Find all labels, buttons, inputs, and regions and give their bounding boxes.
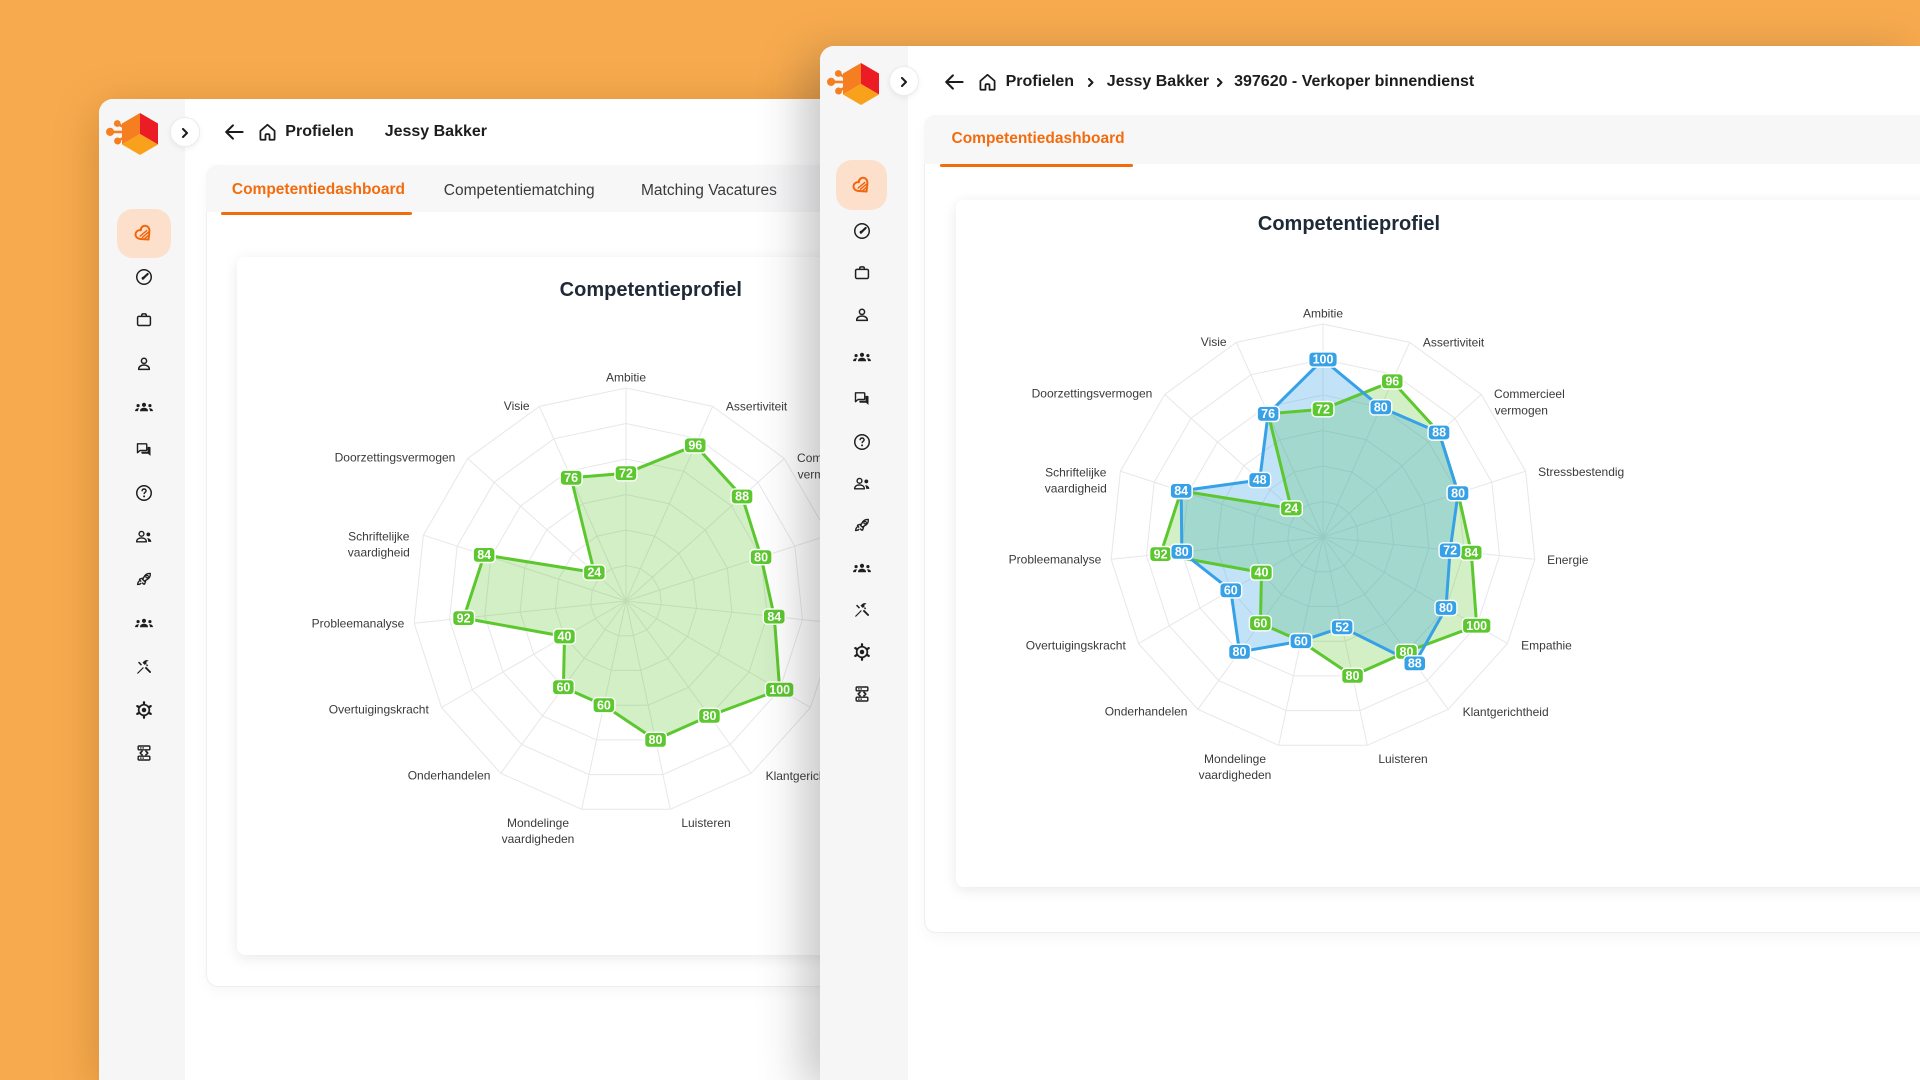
svg-text:92: 92 bbox=[457, 611, 471, 625]
svg-text:vaardigheden: vaardigheden bbox=[502, 832, 575, 846]
svg-text:Overtuigingskracht: Overtuigingskracht bbox=[329, 702, 430, 716]
svg-text:80: 80 bbox=[1233, 645, 1247, 659]
svg-text:60: 60 bbox=[1224, 584, 1238, 598]
svg-text:Ambitie: Ambitie bbox=[1303, 306, 1343, 320]
svg-text:Visie: Visie bbox=[504, 399, 530, 413]
svg-text:Onderhandelen: Onderhandelen bbox=[1105, 705, 1188, 719]
svg-text:100: 100 bbox=[1313, 353, 1334, 367]
svg-text:96: 96 bbox=[1385, 375, 1399, 389]
svg-text:72: 72 bbox=[1316, 402, 1330, 416]
svg-text:Visie: Visie bbox=[1201, 335, 1227, 349]
svg-text:vermogen: vermogen bbox=[1495, 403, 1548, 417]
svg-text:Klantgerichtheid: Klantgerichtheid bbox=[1463, 705, 1549, 719]
svg-text:72: 72 bbox=[1443, 544, 1457, 558]
svg-text:80: 80 bbox=[703, 709, 717, 723]
svg-text:84: 84 bbox=[1464, 546, 1478, 560]
svg-text:24: 24 bbox=[1284, 502, 1298, 516]
svg-text:Assertiviteit: Assertiviteit bbox=[1423, 335, 1485, 349]
svg-text:Schriftelijke: Schriftelijke bbox=[348, 529, 410, 543]
svg-text:Energie: Energie bbox=[1547, 553, 1589, 567]
svg-text:Overtuigingskracht: Overtuigingskracht bbox=[1026, 638, 1127, 652]
svg-text:88: 88 bbox=[735, 490, 749, 504]
svg-text:88: 88 bbox=[1408, 657, 1422, 671]
svg-text:60: 60 bbox=[1253, 616, 1267, 630]
svg-text:80: 80 bbox=[1175, 545, 1189, 559]
svg-text:48: 48 bbox=[1253, 473, 1267, 487]
svg-text:Mondelinge: Mondelinge bbox=[1204, 752, 1266, 766]
svg-text:Empathie: Empathie bbox=[1521, 639, 1572, 653]
svg-text:96: 96 bbox=[688, 439, 702, 453]
svg-text:100: 100 bbox=[1466, 619, 1487, 633]
svg-text:24: 24 bbox=[587, 566, 601, 580]
svg-text:60: 60 bbox=[597, 698, 611, 712]
svg-text:Doorzettingsvermogen: Doorzettingsvermogen bbox=[1032, 386, 1153, 400]
svg-text:60: 60 bbox=[556, 680, 570, 694]
svg-text:52: 52 bbox=[1335, 621, 1349, 635]
svg-text:Onderhandelen: Onderhandelen bbox=[408, 769, 491, 783]
svg-text:88: 88 bbox=[1432, 426, 1446, 440]
svg-text:84: 84 bbox=[477, 548, 491, 562]
svg-text:Mondelinge: Mondelinge bbox=[507, 816, 569, 830]
svg-text:80: 80 bbox=[1346, 669, 1360, 683]
svg-text:84: 84 bbox=[767, 610, 781, 624]
svg-text:60: 60 bbox=[1294, 634, 1308, 648]
svg-text:Probleemanalyse: Probleemanalyse bbox=[312, 617, 405, 631]
svg-text:Commercieel: Commercieel bbox=[1494, 387, 1565, 401]
svg-text:Stressbestendig: Stressbestendig bbox=[1538, 465, 1624, 479]
svg-text:76: 76 bbox=[1261, 407, 1275, 421]
svg-text:80: 80 bbox=[1451, 486, 1465, 500]
svg-text:Doorzettingsvermogen: Doorzettingsvermogen bbox=[335, 450, 456, 464]
svg-text:76: 76 bbox=[564, 471, 578, 485]
svg-text:80: 80 bbox=[1374, 401, 1388, 415]
svg-text:Assertiviteit: Assertiviteit bbox=[726, 399, 788, 413]
svg-text:vaardigheid: vaardigheid bbox=[348, 546, 410, 560]
svg-text:92: 92 bbox=[1154, 547, 1168, 561]
svg-text:40: 40 bbox=[558, 630, 572, 644]
svg-text:84: 84 bbox=[1174, 484, 1188, 498]
svg-text:40: 40 bbox=[1255, 566, 1269, 580]
svg-text:vaardigheid: vaardigheid bbox=[1045, 482, 1107, 496]
svg-text:vaardigheden: vaardigheden bbox=[1199, 768, 1272, 782]
svg-text:Ambitie: Ambitie bbox=[606, 370, 646, 384]
svg-text:80: 80 bbox=[649, 733, 663, 747]
svg-text:72: 72 bbox=[619, 466, 633, 480]
svg-text:Luisteren: Luisteren bbox=[1378, 752, 1427, 766]
svg-text:100: 100 bbox=[769, 683, 790, 697]
svg-text:80: 80 bbox=[1439, 601, 1453, 615]
svg-text:Schriftelijke: Schriftelijke bbox=[1045, 465, 1107, 479]
svg-text:Probleemanalyse: Probleemanalyse bbox=[1009, 553, 1102, 567]
svg-text:80: 80 bbox=[754, 550, 768, 564]
svg-text:Luisteren: Luisteren bbox=[681, 816, 730, 830]
